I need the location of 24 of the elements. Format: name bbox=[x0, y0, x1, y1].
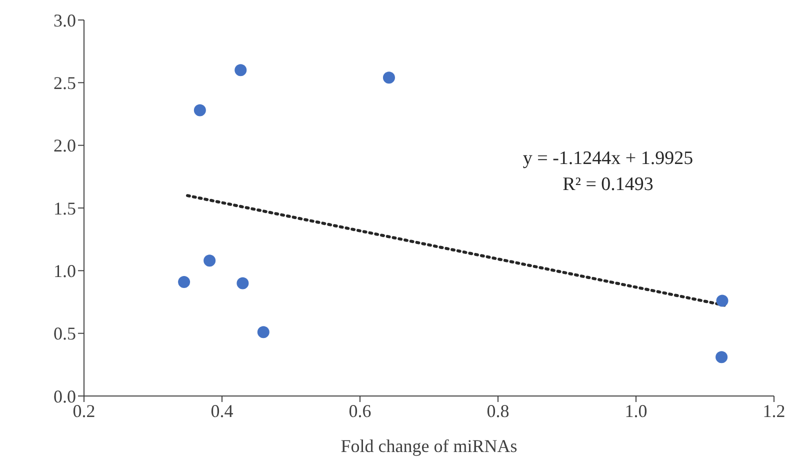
annotation: y = -1.1244x + 1.9925 bbox=[522, 148, 694, 170]
point bbox=[204, 254, 216, 267]
x-tick-label: 1.0 bbox=[624, 400, 648, 421]
x-tick-label: 0.4 bbox=[210, 400, 234, 421]
point bbox=[257, 326, 270, 338]
x-tick-label: 1.2 bbox=[762, 400, 786, 421]
point bbox=[178, 276, 190, 288]
point bbox=[382, 72, 395, 84]
y-tick-label: 0.5 bbox=[54, 324, 76, 344]
x-tick-label: 0.8 bbox=[486, 400, 510, 421]
point bbox=[194, 104, 206, 116]
y-tick-label: 2.0 bbox=[54, 136, 76, 156]
y-tick-label: 3.0 bbox=[54, 10, 76, 30]
y-tick-label: 1.0 bbox=[54, 261, 76, 282]
point bbox=[234, 64, 247, 76]
x-axis-title: Fold change of miRNAs bbox=[340, 436, 518, 456]
x-tick-label: 0.6 bbox=[348, 400, 372, 421]
y-tick-label: 0.0 bbox=[54, 386, 76, 406]
annotation: R² = 0.1493 bbox=[562, 174, 654, 196]
y-tick-label: 1.5 bbox=[54, 198, 76, 218]
y-tick-label: 2.5 bbox=[54, 73, 76, 94]
point bbox=[716, 294, 728, 307]
point bbox=[716, 351, 728, 364]
point bbox=[236, 277, 249, 290]
